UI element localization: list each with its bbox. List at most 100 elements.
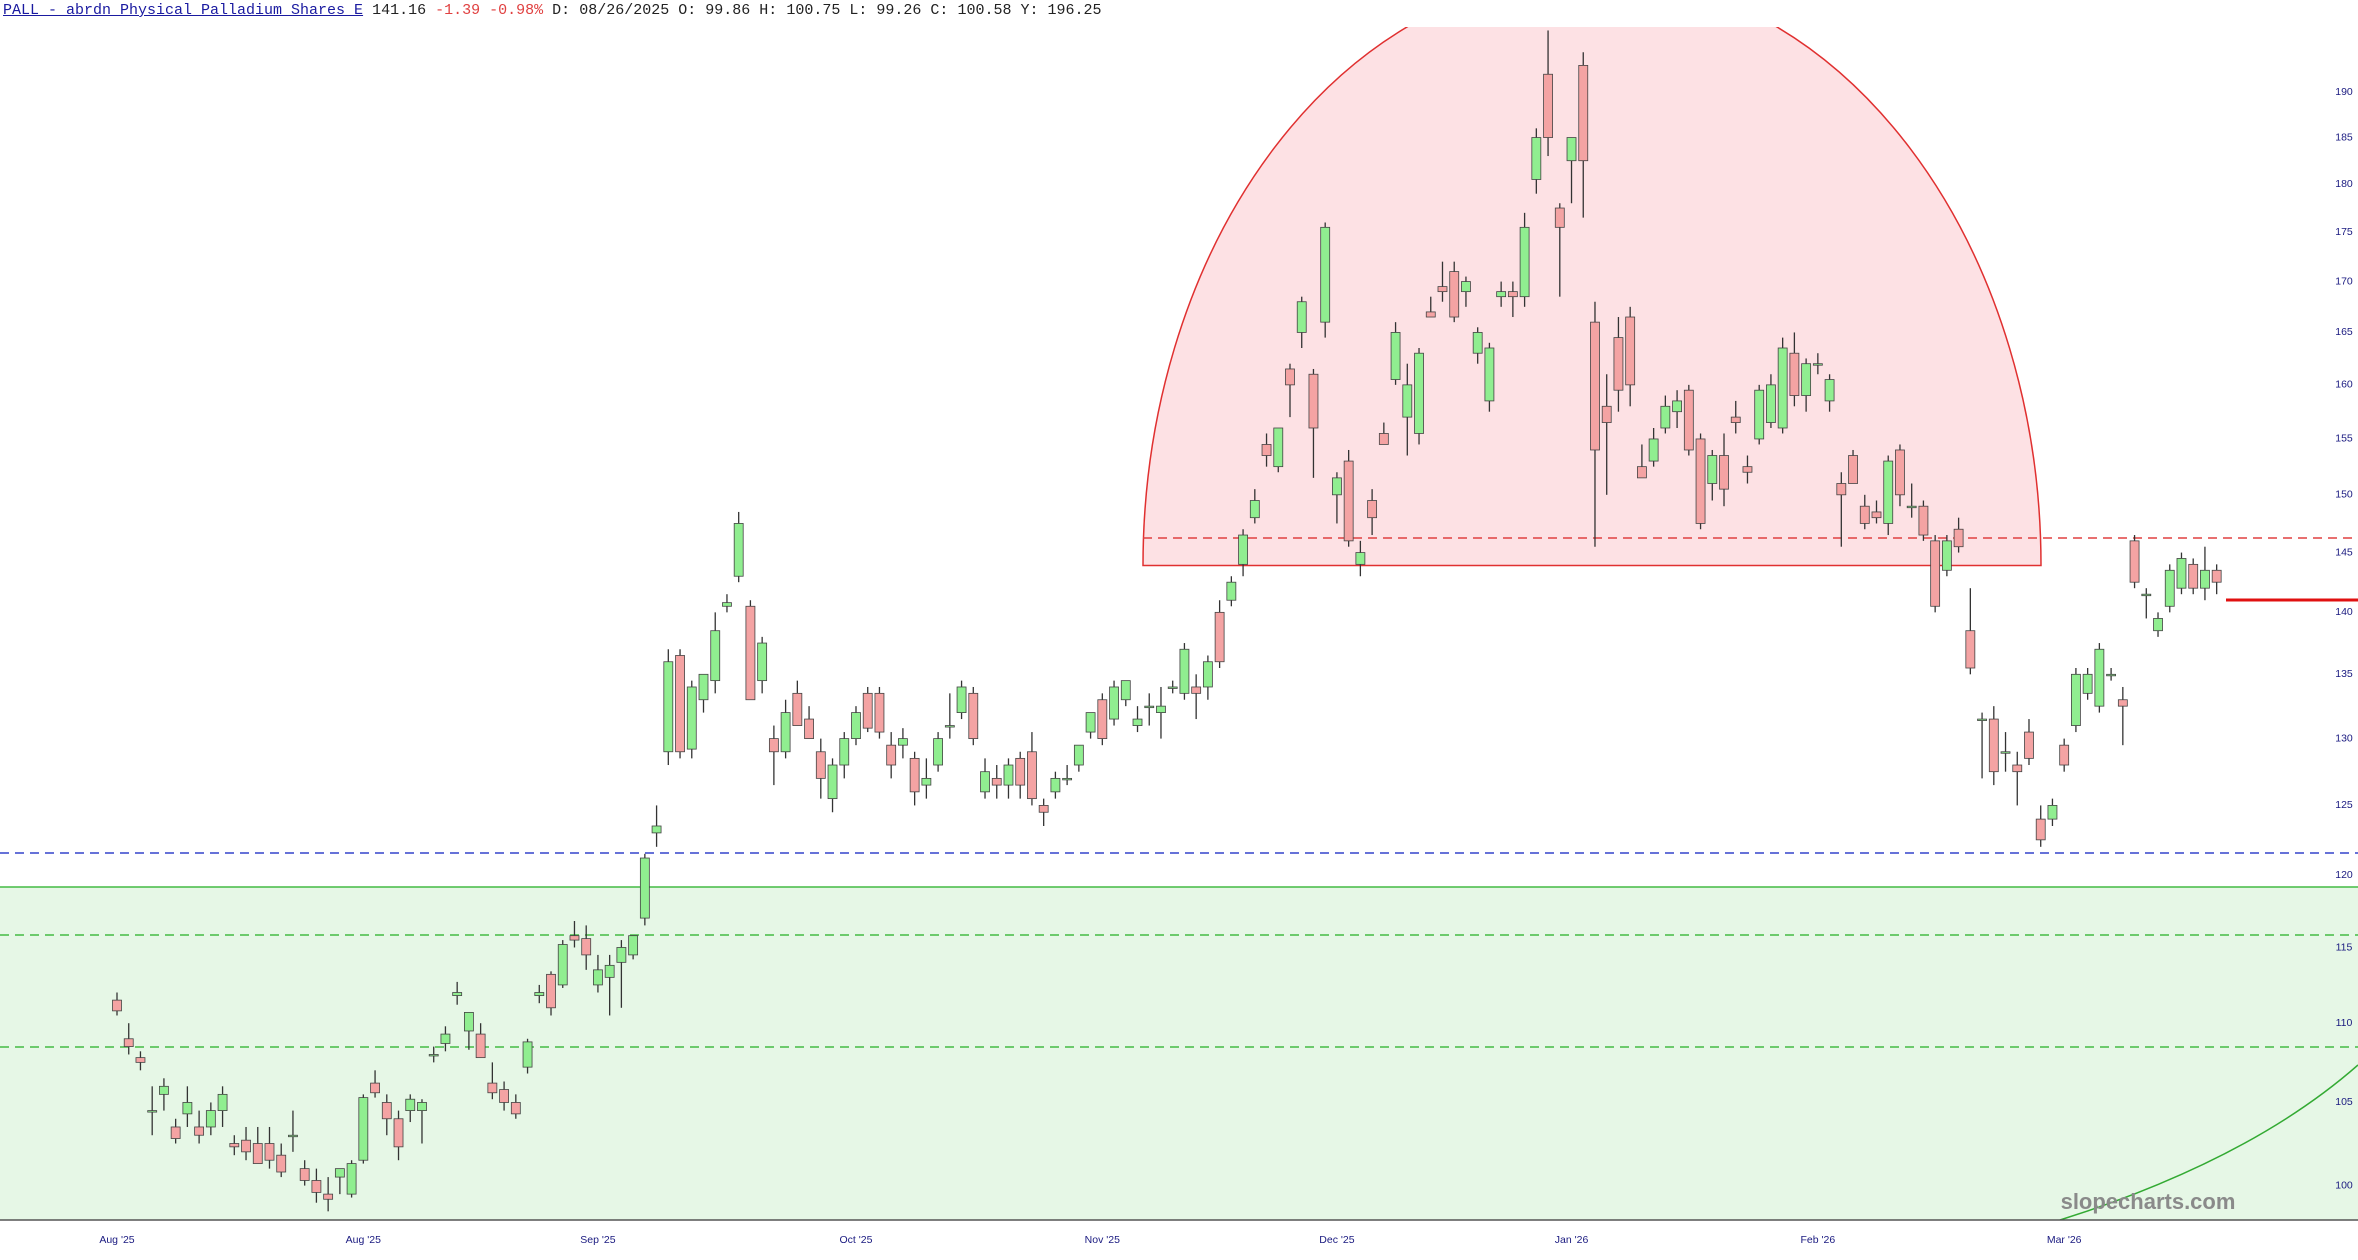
- candle-body: [2094, 648, 2105, 707]
- field-value: 100.75: [786, 2, 841, 19]
- header-field: H: 100.75: [750, 2, 840, 19]
- candle-body: [1425, 311, 1436, 318]
- candle-body: [1754, 389, 1765, 440]
- candle-body: [675, 655, 685, 753]
- candle-body: [1871, 511, 1882, 519]
- candle-body: [1062, 777, 1073, 781]
- candle-body: [1507, 291, 1518, 298]
- header-field: Y: 196.25: [1011, 2, 1101, 19]
- candle-body: [1472, 332, 1483, 354]
- candle-body: [276, 1154, 287, 1173]
- support-zone: [0, 887, 2358, 1220]
- y-tick-label: 135: [2335, 668, 2353, 680]
- candle-body: [651, 825, 662, 834]
- candle-body: [862, 692, 873, 729]
- candle-body: [1202, 661, 1213, 688]
- candle-body: [1214, 611, 1225, 663]
- candle-body: [417, 1102, 427, 1111]
- candle-body: [1343, 460, 1354, 542]
- candle-body: [1777, 347, 1788, 429]
- candle-body: [1695, 438, 1706, 524]
- field-label: C:: [930, 2, 949, 19]
- candle-body: [170, 1126, 181, 1139]
- candle-body: [733, 523, 744, 577]
- candle-body: [1895, 449, 1905, 496]
- candle-body: [1390, 332, 1401, 380]
- y-tick-label: 140: [2335, 606, 2353, 618]
- candle-body: [1672, 400, 1682, 413]
- candle-body: [1191, 686, 1202, 694]
- last-price: 141.16: [372, 2, 427, 19]
- candle-body: [1109, 686, 1119, 720]
- candle-body: [2129, 540, 2140, 583]
- candle-body: [1179, 648, 1190, 694]
- candle-body: [557, 944, 568, 986]
- candle-body: [159, 1085, 169, 1095]
- watermark: slopecharts.com: [2061, 1189, 2236, 1214]
- candle-body: [1554, 207, 1565, 228]
- x-tick-label: Jan '26: [1555, 1234, 1589, 1246]
- candle-body: [686, 686, 697, 750]
- field-value: 196.25: [1047, 2, 1102, 19]
- candles: [112, 30, 2222, 1212]
- candle-body: [299, 1168, 310, 1181]
- x-tick-label: Dec '25: [1319, 1234, 1354, 1246]
- candle-body: [1930, 540, 1941, 607]
- candle-body: [370, 1082, 380, 1094]
- symbol[interactable]: PALL - abrdn Physical Palladium Shares E: [3, 2, 364, 19]
- candle-body: [1965, 630, 1976, 669]
- y-tick-label: 165: [2335, 326, 2353, 338]
- y-tick-label: 100: [2335, 1179, 2353, 1191]
- candle-body: [1719, 455, 1729, 490]
- candle-body: [639, 857, 650, 919]
- candle-body: [217, 1093, 228, 1111]
- y-tick-label: 180: [2335, 178, 2353, 190]
- candle-body: [663, 661, 674, 753]
- candle-body: [1801, 363, 1812, 396]
- candle-body: [1144, 705, 1155, 709]
- candle-body: [604, 964, 615, 978]
- candle-body: [2117, 699, 2128, 707]
- candle-body: [1906, 505, 1917, 509]
- candle-body: [944, 725, 955, 728]
- change: -1.39 -0.98%: [435, 2, 544, 19]
- y-tick-label: 145: [2335, 546, 2353, 558]
- candle-body: [980, 771, 990, 793]
- candle-body: [792, 692, 803, 726]
- candle-body: [182, 1102, 193, 1115]
- x-tick-label: Aug '25: [99, 1234, 134, 1246]
- arc-drawing: [1142, 27, 2042, 567]
- green-curve: [2059, 1064, 2358, 1220]
- candle-body: [1543, 73, 1553, 138]
- candle-body: [1273, 427, 1284, 468]
- candle-body: [1859, 505, 1870, 524]
- field-value: 08/26/2025: [579, 2, 670, 19]
- candle-body: [628, 935, 639, 956]
- candle-body: [1437, 286, 1448, 293]
- candle-body: [1742, 466, 1753, 473]
- candle-body: [499, 1089, 509, 1103]
- candle-body: [2047, 805, 2058, 820]
- candle-body: [135, 1057, 146, 1063]
- candle-body: [522, 1041, 533, 1068]
- candle-body: [2188, 563, 2199, 589]
- x-tick-label: Feb '26: [1800, 1234, 1835, 1246]
- candle-body: [874, 692, 885, 733]
- candle-body: [241, 1139, 251, 1153]
- candle-body: [593, 969, 603, 986]
- candle-body: [1590, 321, 1600, 451]
- y-tick-label: 125: [2335, 799, 2353, 811]
- candle-body: [827, 764, 838, 800]
- candle-body: [1461, 281, 1471, 293]
- field-value: 99.26: [876, 2, 922, 19]
- candle-body: [1988, 718, 1999, 773]
- candle-body: [534, 992, 545, 996]
- candle-body: [428, 1054, 439, 1057]
- drawings: [0, 27, 2358, 1220]
- candle-body: [381, 1102, 392, 1120]
- candle-body: [252, 1143, 263, 1164]
- field-label: H:: [759, 2, 778, 19]
- candle-body: [909, 757, 920, 793]
- candle-body: [546, 973, 556, 1009]
